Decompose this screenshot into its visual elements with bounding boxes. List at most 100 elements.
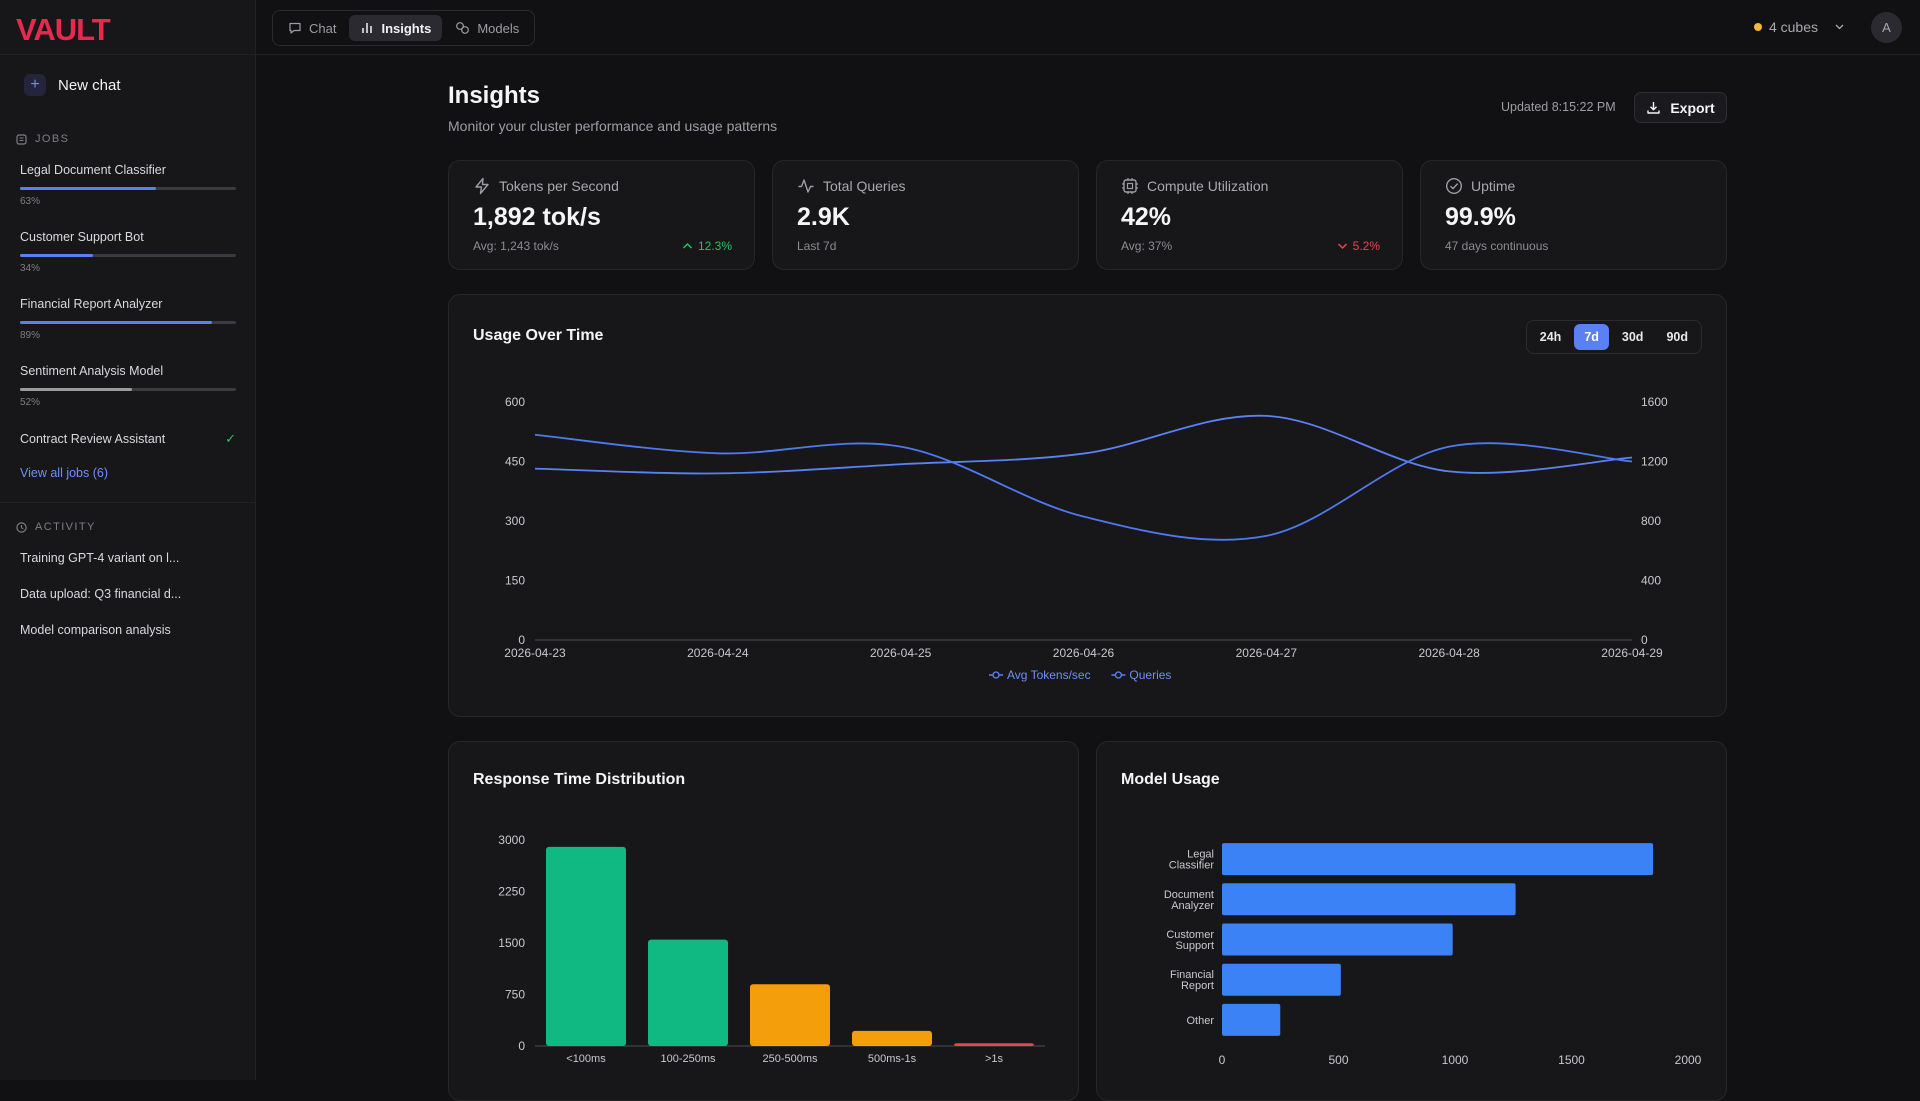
job-item-legal-document-classifier[interactable]: Legal Document Classifier 63% (20, 163, 236, 207)
view-all-jobs-link[interactable]: View all jobs (6) (20, 466, 109, 480)
job-name: Financial Report Analyzer (20, 297, 163, 311)
y-axis-right-tick-label: 1200 (1641, 455, 1668, 469)
stat-label-row: Total Queries (797, 177, 905, 195)
bar-1 (1222, 883, 1516, 916)
job-item-customer-support-bot[interactable]: Customer Support Bot 34% (20, 230, 236, 274)
sidebar: VAULT + New chat JOBS Legal Document Cla… (0, 0, 256, 1080)
tab-label: Insights (381, 20, 432, 36)
stat-delta-value: 5.2% (1352, 239, 1380, 253)
job-progress-percent: 34% (20, 263, 41, 274)
job-progress-track (20, 254, 236, 257)
bar-chart-icon (362, 23, 373, 33)
y-axis-tick-label: 3000 (498, 833, 525, 847)
y-axis-right-tick-label: 800 (1641, 514, 1661, 528)
bar-3 (852, 1030, 932, 1046)
job-name: Legal Document Classifier (20, 163, 166, 177)
bar-0 (546, 846, 626, 1046)
y-axis-right-tick-label: 0 (1641, 633, 1648, 647)
stat-label-row: Tokens per Second (473, 177, 619, 195)
avatar[interactable]: A (1871, 12, 1902, 43)
vault-logo[interactable]: VAULT (16, 12, 111, 47)
view-tabs: Chat Insights Models (272, 10, 536, 46)
activity-label: ACTIVITY (35, 521, 96, 533)
range-7d-button[interactable]: 7d (1574, 324, 1609, 350)
x-axis-tick-label: 2026-04-27 (1236, 646, 1298, 660)
activity-item[interactable]: Data upload: Q3 financial d... (20, 587, 182, 601)
job-item-contract-review-assistant[interactable]: Contract Review Assistant ✓ (20, 431, 236, 447)
tab-models[interactable]: Models (444, 15, 530, 41)
arrow-down-icon (1337, 243, 1347, 250)
y-axis-right-tick-label: 1600 (1641, 395, 1668, 409)
stat-label: Total Queries (823, 178, 906, 194)
job-progress-fill (20, 388, 133, 391)
range-90d-button[interactable]: 90d (1666, 330, 1688, 344)
sidebar-divider (0, 502, 255, 503)
models-icon (456, 22, 470, 34)
tab-insights[interactable]: Insights (349, 15, 443, 41)
job-item-financial-report-analyzer[interactable]: Financial Report Analyzer 89% (20, 297, 236, 341)
legend-marker (992, 671, 1000, 679)
bar-1 (648, 939, 728, 1046)
page-subtitle: Monitor your cluster performance and usa… (448, 118, 778, 134)
y-axis-tick-label: Other (1186, 1015, 1214, 1027)
x-axis-tick-label: 2026-04-24 (687, 646, 749, 660)
export-button[interactable]: Export (1634, 92, 1727, 123)
job-progress-track (20, 321, 236, 324)
x-axis-tick-label: 2026-04-29 (1601, 646, 1663, 660)
tab-chat[interactable]: Chat (277, 15, 347, 41)
new-chat-button[interactable]: + New chat (24, 74, 121, 96)
job-item-sentiment-analysis-model[interactable]: Sentiment Analysis Model 52% (20, 364, 236, 408)
y-axis-tick-label: 0 (518, 1039, 525, 1053)
activity-item[interactable]: Training GPT-4 variant on l... (20, 551, 180, 565)
stat-subtext: Last 7d (797, 239, 837, 253)
y-axis-right-tick-label: 400 (1641, 574, 1661, 588)
stat-label-row: Uptime (1445, 177, 1515, 195)
range-30d-button[interactable]: 30d (1621, 330, 1644, 344)
usage-over-time-card: Usage Over Time 24h 7d 30d 90d 0 150 300 45… (448, 294, 1727, 717)
new-chat-label: New chat (58, 76, 121, 94)
y-axis-tick-label: 1500 (498, 936, 525, 950)
activity-item[interactable]: Model comparison analysis (20, 623, 171, 637)
bar-4 (1222, 1003, 1281, 1036)
stat-delta-value: 12.3% (697, 239, 732, 253)
stat-subtext: Avg: 1,243 tok/s (473, 239, 559, 253)
model-usage-card: Model Usage Legal Classifier Document Analy… (1096, 741, 1727, 1101)
legend-label: Avg Tokens/sec (1007, 668, 1091, 682)
legend-marker (1114, 671, 1123, 679)
range-24h-button[interactable]: 24h (1539, 330, 1562, 344)
clock-icon (16, 521, 27, 533)
stat-delta-down: 5.2% (1337, 239, 1380, 253)
bar-0 (1222, 843, 1654, 876)
stat-label: Tokens per Second (499, 178, 619, 194)
bar-2 (750, 984, 830, 1046)
stat-subtext: Avg: 37% (1121, 239, 1173, 253)
sidebar-divider (0, 54, 255, 55)
cubes-selector[interactable]: 4 cubes (1753, 19, 1845, 35)
y-axis-tick-label: 2250 (498, 885, 525, 899)
x-axis-tick-label: 1000 (1442, 1053, 1469, 1067)
y-axis-tick-label: Legal Classifier (1169, 849, 1215, 872)
stat-value: 99.9% (1445, 203, 1516, 231)
response-time-bar-chart: 0 750 1500 2250 3000 <100ms 100-250ms 250-500ms… (498, 833, 1045, 1065)
lightning-icon (475, 177, 489, 195)
stat-card-tokens-per-second: Tokens per Second 1,892 tok/s Avg: 1,243… (448, 160, 755, 270)
stat-label: Compute Utilization (1147, 178, 1269, 194)
stat-card-compute-utilization: Compute Utilization 42% Avg: 37% 5.2% (1096, 160, 1403, 270)
top-bar: Chat Insights Models 4 cubes A (256, 0, 1920, 55)
y-axis-left-tick-label: 0 (518, 633, 525, 647)
check-circle-icon (1445, 177, 1463, 195)
jobs-label: JOBS (35, 133, 70, 145)
x-axis-tick-label: 2026-04-23 (504, 646, 566, 660)
model-usage-bar-chart: Legal Classifier Document Analyzer Customer S… (1164, 843, 1702, 1067)
y-axis-left-tick-label: 150 (505, 574, 525, 588)
chevron-down-icon (1835, 24, 1844, 30)
stat-card-uptime: Uptime 99.9% 47 days continuous (1420, 160, 1727, 270)
response-time-card: Response Time Distribution 0 750 1500 2250 3… (448, 741, 1079, 1101)
activity-icon (798, 179, 814, 193)
y-axis-tick-label: 750 (505, 988, 525, 1002)
legend-label: Queries (1129, 668, 1171, 682)
time-range-selector: 24h 7d 30d 90d (1525, 320, 1702, 354)
stat-card-total-queries: Total Queries 2.9K Last 7d (772, 160, 1079, 270)
tab-label: Chat (309, 20, 337, 36)
jobs-section-header: JOBS (16, 133, 69, 145)
